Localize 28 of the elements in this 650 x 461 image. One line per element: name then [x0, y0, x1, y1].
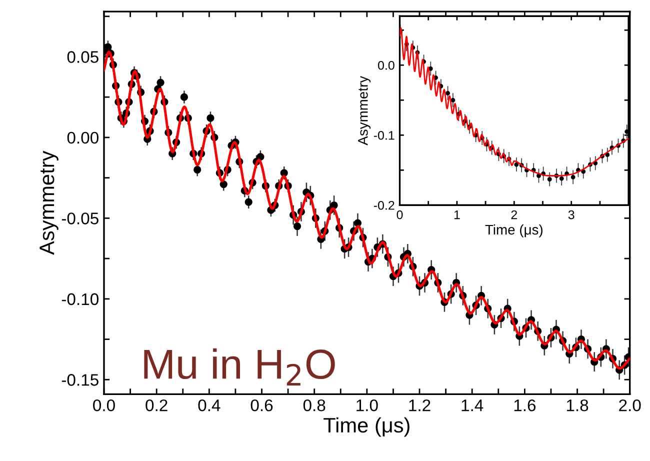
y-tick-label: 0.00 — [67, 132, 98, 144]
x-tick-label: 0.4 — [198, 399, 220, 412]
x-tick-label: 3 — [568, 210, 574, 220]
x-tick-label: 1 — [454, 210, 460, 220]
y-tick-label: -0.05 — [62, 212, 98, 224]
x-tick-label: 1.6 — [514, 399, 536, 412]
x-tick-label: 0.2 — [146, 399, 168, 412]
y-tick-label: -0.1 — [374, 130, 394, 140]
x-tick-label: 1.4 — [462, 400, 484, 412]
y-tick-label: -0.10 — [62, 293, 98, 306]
x-tick-label: 2 — [511, 210, 517, 220]
y-tick-label: -0.2 — [374, 200, 394, 210]
y-axis-title: Asymmetry — [40, 150, 58, 255]
x-axis-title: Time (μs) — [485, 224, 542, 238]
x-tick-label: 0.0 — [93, 399, 115, 412]
y-tick-label: 0.05 — [67, 51, 98, 63]
y-tick-label: 0.0 — [378, 60, 394, 70]
annotation: Mu in H$_{2}$O — [144, 348, 335, 386]
x-axis-title: Time (μs) — [324, 417, 410, 437]
x-tick-label: 0.6 — [250, 399, 273, 412]
x-tick-label: 1.2 — [409, 399, 430, 412]
x-tick-label: 2.0 — [619, 399, 641, 412]
x-tick-label: 0 — [396, 210, 403, 220]
x-tick-label: 0.8 — [303, 399, 326, 412]
x-tick-label: 1.8 — [566, 399, 588, 412]
y-tick-label: -0.15 — [62, 374, 98, 386]
y-axis-title: Asymmetry — [358, 76, 371, 146]
x-tick-label: 1.0 — [356, 399, 378, 412]
